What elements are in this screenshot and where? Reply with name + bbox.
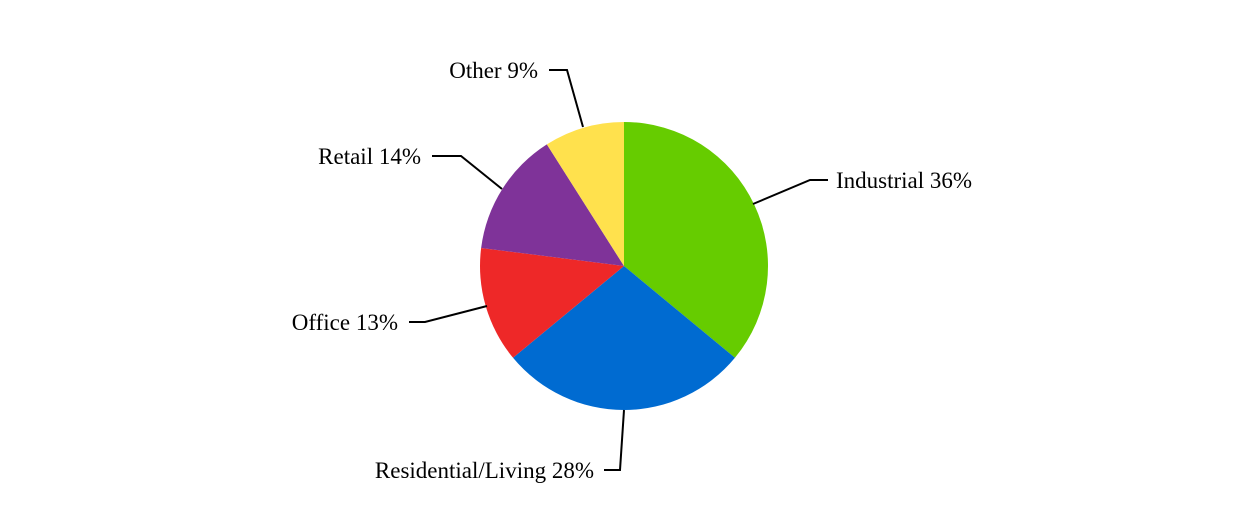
pie-slice-industrial xyxy=(624,122,768,358)
pie-slice-retail xyxy=(481,144,624,266)
pie-slice-office xyxy=(480,247,624,358)
leader-line-other xyxy=(549,69,584,128)
slice-label-office: Office 13% xyxy=(292,310,398,335)
slice-label-residential: Residential/Living 28% xyxy=(375,458,594,483)
leader-line-residential xyxy=(604,409,625,471)
pie-slice-other xyxy=(546,122,624,266)
leader-line-retail xyxy=(432,155,503,190)
pie-slices xyxy=(480,122,768,411)
slice-label-retail: Retail 14% xyxy=(318,144,421,169)
pie-slice-residential-living xyxy=(513,266,735,411)
leader-line-industrial xyxy=(752,179,828,205)
slice-label-other: Other 9% xyxy=(449,58,538,83)
slice-label-industrial: Industrial 36% xyxy=(836,168,972,193)
leader-lines xyxy=(409,69,828,471)
leader-line-office xyxy=(409,305,488,323)
